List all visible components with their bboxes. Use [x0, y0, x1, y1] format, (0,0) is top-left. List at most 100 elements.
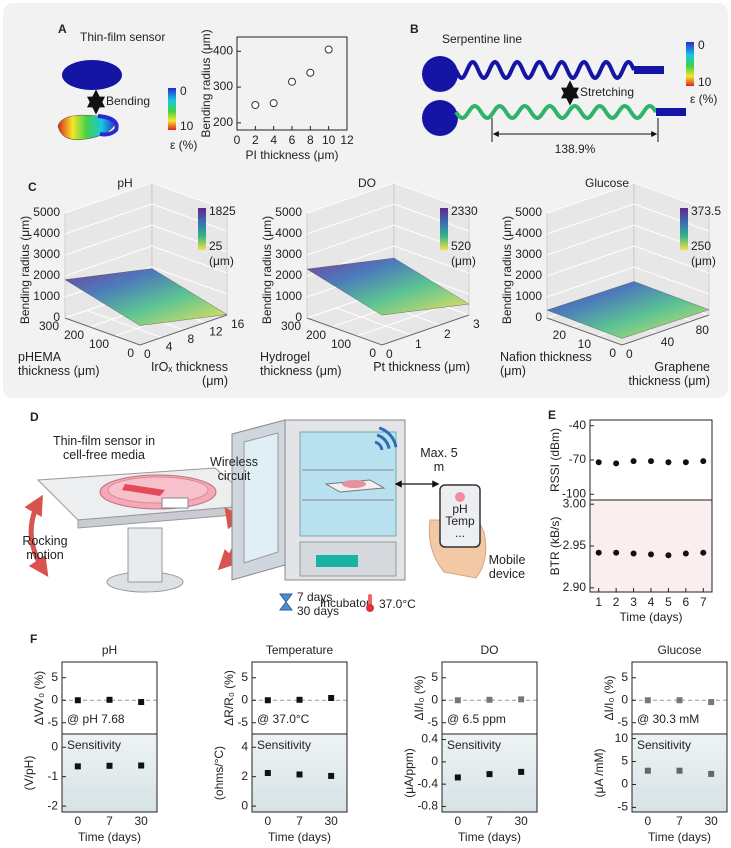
z-tick-label: 0 [295, 310, 302, 324]
x-tick-label: 200 [306, 328, 326, 342]
y-tick-label: 10 [615, 731, 629, 745]
x-tick-label: 0 [454, 814, 461, 828]
marker [648, 551, 654, 558]
axis-line [64, 314, 228, 346]
annotation: @ 30.3 mM [637, 712, 699, 726]
serpentine-stretched [454, 103, 658, 121]
marker [306, 68, 315, 77]
x-axis-label: Time (days) [78, 830, 141, 844]
colorbar-label: (μm) [691, 254, 716, 268]
y-tick-label: -40 [569, 418, 587, 432]
marker [518, 768, 525, 775]
plot-frame [61, 733, 158, 813]
marker [630, 458, 637, 465]
grid-line [546, 182, 710, 214]
colorbar [440, 208, 448, 250]
y-axis-label: Pt thickness (μm) [373, 360, 470, 374]
x-tick-label: 100 [89, 337, 109, 351]
x-axis-label: pHEMA thickness (μm) [18, 350, 100, 378]
y-tick-label: 80 [696, 323, 710, 337]
y-tick-label: 0 [431, 692, 438, 706]
y-tick-label: 40 [661, 335, 675, 349]
colorbar-tick: 10 [698, 75, 712, 89]
x-axis-label: Time (days) [648, 830, 711, 844]
y-tick-label: -5 [617, 715, 628, 729]
surface [306, 257, 470, 316]
plot-frame [631, 733, 728, 813]
app-icon [455, 492, 465, 502]
y-axis-label: ΔV/V₀ (%) [32, 671, 46, 725]
y-tick-label: 0 [626, 347, 633, 361]
marker [613, 460, 620, 467]
marker [708, 770, 715, 777]
x-tick-label: 4 [648, 595, 655, 609]
z-tick-label: 3000 [275, 247, 302, 261]
z-tick-label: 2000 [515, 268, 542, 282]
y-tick-label: 5 [241, 670, 248, 684]
x-axis-label: Time (days) [620, 610, 683, 624]
y-axis-label: ΔI/I₀ (%) [412, 676, 426, 721]
annotation: Sensitivity [637, 738, 691, 752]
panel-label: B [410, 22, 419, 36]
plot-frame [251, 733, 348, 813]
y-axis-label: Bending radius (μm) [199, 29, 213, 137]
marker [138, 699, 145, 706]
y-tick-label: -5 [427, 715, 438, 729]
sensor [122, 484, 165, 496]
y-tick-label: 0 [431, 754, 438, 768]
display [316, 555, 358, 567]
y-tick-label: 2.95 [563, 538, 587, 552]
range-label: Max. 5 m [420, 446, 458, 474]
y-axis-label: (ohms/°C) [212, 746, 226, 800]
y-tick-label: 0 [621, 692, 628, 706]
pad-end [634, 66, 664, 74]
z-tick-label: 4000 [33, 226, 60, 240]
x-tick-label: 300 [281, 319, 301, 333]
circuit [161, 497, 189, 509]
colorbar-label: ε (%) [690, 92, 717, 106]
y-tick-label: 0 [144, 347, 151, 361]
pedestal [127, 527, 163, 583]
z-tick-label: 3000 [33, 247, 60, 261]
grid-line [546, 245, 710, 277]
colorbar [168, 88, 176, 130]
pad [422, 100, 458, 136]
x-tick-label: 0 [609, 346, 616, 360]
panel-label: A [58, 22, 67, 36]
marker [74, 763, 81, 770]
phone-text: Temp [445, 514, 475, 528]
marker [106, 762, 113, 769]
duration: 30 days [297, 604, 339, 618]
x-tick-label: 5 [665, 595, 672, 609]
rocking-arrow [24, 494, 49, 577]
z-axis-label: Bending radius (μm) [500, 216, 514, 324]
annotation: Sensitivity [447, 738, 501, 752]
x-tick-label: 7 [296, 814, 303, 828]
marker [251, 100, 260, 109]
y-tick-label: -1 [47, 769, 58, 783]
y-tick-label: 300 [213, 79, 233, 93]
y-tick-label: 5 [621, 670, 628, 684]
panel-label: C [28, 180, 37, 194]
sensor-bent-curl [97, 114, 119, 137]
marker [700, 458, 707, 465]
y-tick-label: 16 [231, 317, 245, 331]
y-tick-label: 2.90 [563, 580, 587, 594]
x-tick-label: 8 [307, 133, 314, 147]
marker [595, 549, 602, 556]
surface [546, 281, 710, 339]
y-tick-label: 0 [386, 347, 393, 361]
y-tick-label: -5 [617, 800, 628, 814]
x-tick-label: 3 [630, 595, 637, 609]
z-axis-label: Bending radius (μm) [18, 216, 32, 324]
y-tick-label: -70 [569, 452, 587, 466]
panel-label: E [548, 408, 556, 422]
marker [644, 697, 651, 704]
colorbar-tick: 373.5 [691, 204, 721, 218]
y-tick-label: 0 [241, 692, 248, 706]
x-tick-label: 10 [578, 337, 592, 351]
y-tick-label: 3 [473, 317, 480, 331]
incubator-label: Incubator [320, 596, 370, 610]
colorbar-label: ε (%) [170, 138, 197, 152]
